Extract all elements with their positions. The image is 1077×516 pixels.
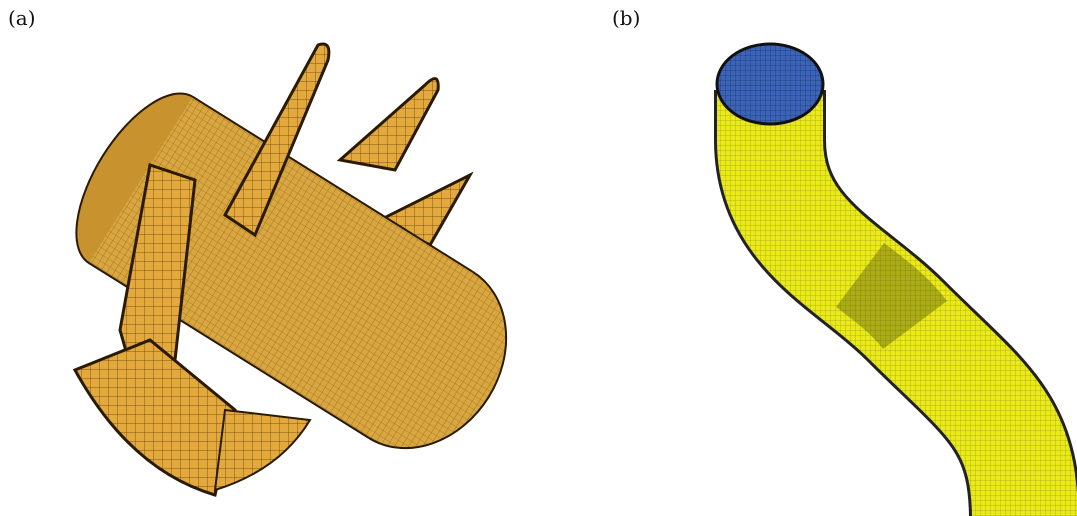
panel-label: (b) — [612, 6, 640, 30]
blade — [215, 410, 310, 490]
panel-label: (a) — [8, 6, 36, 30]
figure: (a) (b) — [0, 0, 1077, 516]
pipe-mesh — [717, 44, 1025, 516]
figure-graphics — [0, 0, 1077, 516]
pipe-inlet — [717, 44, 823, 124]
blade — [75, 340, 235, 495]
blade — [340, 79, 438, 170]
propeller-mesh — [51, 44, 541, 495]
